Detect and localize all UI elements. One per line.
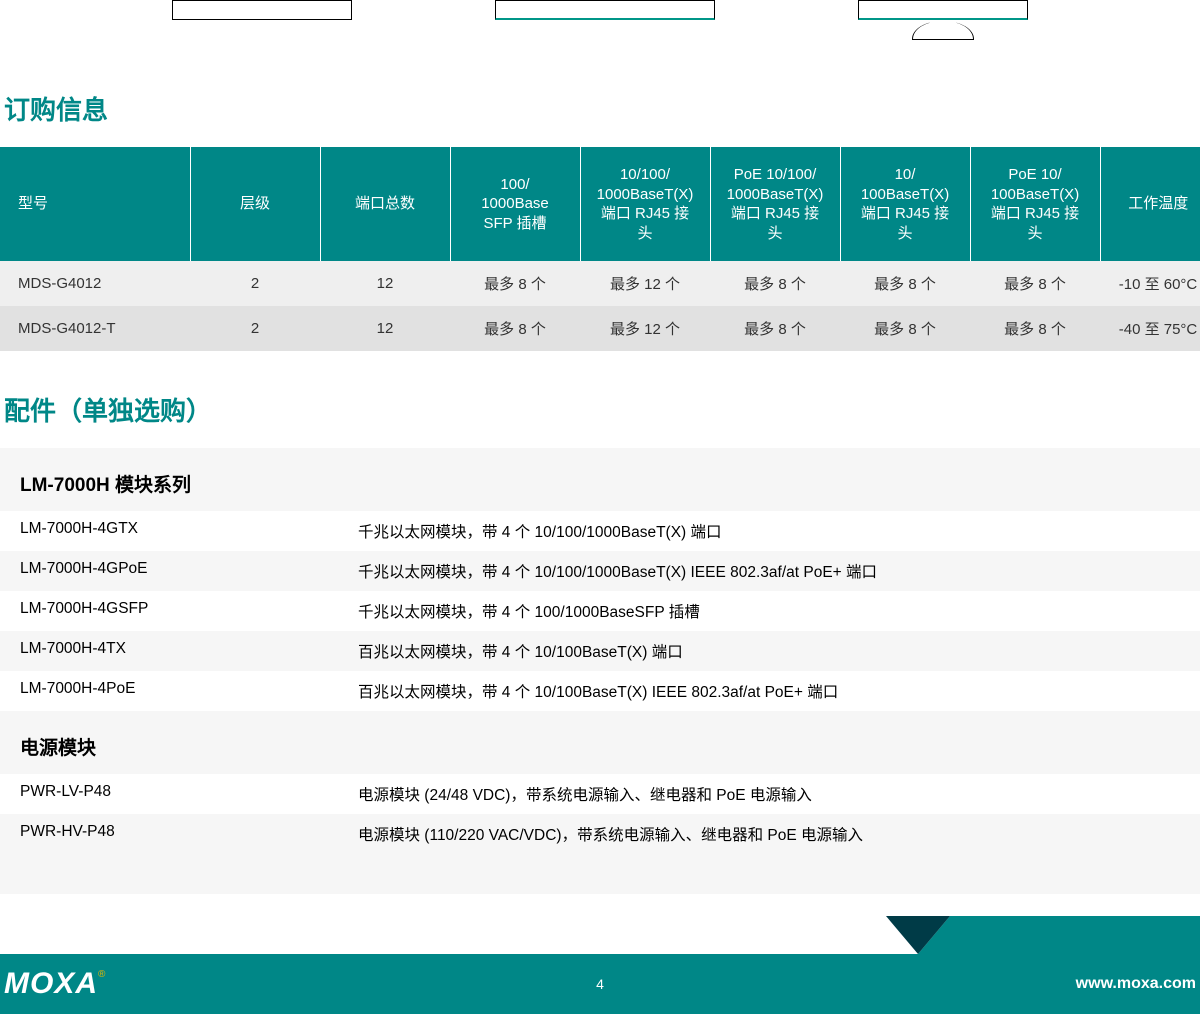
accessory-desc: 电源模块 (110/220 VAC/VDC)，带系统电源输入、继电器和 PoE …	[358, 823, 1200, 845]
cell: 2	[190, 261, 320, 306]
accessory-name: LM-7000H-4TX	[0, 640, 358, 662]
table-row: MDS-G4012-T 2 12 最多 8 个 最多 12 个 最多 8 个 最…	[0, 306, 1200, 351]
cell-temp: -10 至 60°C	[1100, 261, 1200, 306]
accessory-row: LM-7000H-4GPoE 千兆以太网模块，带 4 个 10/100/1000…	[0, 551, 1200, 591]
accessory-name: LM-7000H-4GPoE	[0, 560, 358, 582]
accessory-row: LM-7000H-4GSFP 千兆以太网模块，带 4 个 100/1000Bas…	[0, 591, 1200, 631]
order-table-body: MDS-G4012 2 12 最多 8 个 最多 12 个 最多 8 个 最多 …	[0, 261, 1200, 351]
col-poe-1g: PoE 10/100/1000BaseT(X)端口 RJ45 接头	[710, 147, 840, 261]
col-1g-rj45: 10/100/1000BaseT(X)端口 RJ45 接头	[580, 147, 710, 261]
accessory-desc: 千兆以太网模块，带 4 个 10/100/1000BaseT(X) IEEE 8…	[358, 560, 1200, 582]
diagram-rear	[858, 0, 1028, 20]
accessory-desc: 千兆以太网模块，带 4 个 10/100/1000BaseT(X) 端口	[358, 520, 1200, 542]
footer-triangle-decoration	[886, 916, 950, 954]
cell: 2	[190, 306, 320, 351]
diagram-front	[172, 0, 352, 20]
footer-url: www.moxa.com	[1076, 975, 1196, 993]
page-number: 4	[596, 976, 604, 992]
accessory-desc: 千兆以太网模块，带 4 个 100/1000BaseSFP 插槽	[358, 600, 1200, 622]
col-model: 型号	[0, 147, 190, 261]
power-group-title: 电源模块	[0, 711, 1200, 774]
table-row: MDS-G4012 2 12 最多 8 个 最多 12 个 最多 8 个 最多 …	[0, 261, 1200, 306]
accessories-section: LM-7000H 模块系列 LM-7000H-4GTX 千兆以太网模块，带 4 …	[0, 448, 1200, 894]
cell: 最多 8 个	[710, 261, 840, 306]
accessory-name: LM-7000H-4GSFP	[0, 600, 358, 622]
accessory-name: PWR-HV-P48	[0, 823, 358, 845]
technical-diagrams	[0, 0, 1200, 50]
accessory-row: LM-7000H-4TX 百兆以太网模块，带 4 个 10/100BaseT(X…	[0, 631, 1200, 671]
accessory-name: LM-7000H-4GTX	[0, 520, 358, 542]
cell: 最多 12 个	[580, 261, 710, 306]
module-list: LM-7000H-4GTX 千兆以太网模块，带 4 个 10/100/1000B…	[0, 511, 1200, 711]
registered-mark: ®	[98, 969, 106, 980]
moxa-logo: MOXA®	[0, 967, 106, 1001]
cell-temp: -40 至 75°C	[1100, 306, 1200, 351]
accessory-row: PWR-LV-P48 电源模块 (24/48 VDC)，带系统电源输入、继电器和…	[0, 774, 1200, 814]
accessory-row: LM-7000H-4GTX 千兆以太网模块，带 4 个 10/100/1000B…	[0, 511, 1200, 551]
col-sfp: 100/1000BaseSFP 插槽	[450, 147, 580, 261]
diagram-side	[495, 0, 715, 20]
col-level: 层级	[190, 147, 320, 261]
cell: 12	[320, 261, 450, 306]
accessory-desc: 电源模块 (24/48 VDC)，带系统电源输入、继电器和 PoE 电源输入	[358, 783, 1200, 805]
accessory-desc: 百兆以太网模块，带 4 个 10/100BaseT(X) 端口	[358, 640, 1200, 662]
cell-model: MDS-G4012	[0, 261, 190, 306]
accessory-name: LM-7000H-4PoE	[0, 680, 358, 702]
accessory-row: PWR-HV-P48 电源模块 (110/220 VAC/VDC)，带系统电源输…	[0, 814, 1200, 854]
cell: 最多 12 个	[580, 306, 710, 351]
order-info-heading: 订购信息	[4, 90, 1200, 127]
accessories-heading: 配件（单独选购）	[4, 391, 1200, 428]
cell: 最多 8 个	[840, 306, 970, 351]
power-list: PWR-LV-P48 电源模块 (24/48 VDC)，带系统电源输入、继电器和…	[0, 774, 1200, 854]
cell: 最多 8 个	[450, 306, 580, 351]
col-temp: 工作温度	[1100, 147, 1200, 261]
page-footer: MOXA® 4 www.moxa.com	[0, 954, 1200, 1014]
col-100m: 10/100BaseT(X)端口 RJ45 接头	[840, 147, 970, 261]
cell-model: MDS-G4012-T	[0, 306, 190, 351]
cell: 最多 8 个	[970, 261, 1100, 306]
accessory-row: LM-7000H-4PoE 百兆以太网模块，带 4 个 10/100BaseT(…	[0, 671, 1200, 711]
accessory-name: PWR-LV-P48	[0, 783, 358, 805]
module-group-title: LM-7000H 模块系列	[0, 448, 1200, 511]
cell: 最多 8 个	[840, 261, 970, 306]
logo-text: MOXA	[4, 967, 98, 1000]
col-poe-100m: PoE 10/100BaseT(X)端口 RJ45 接头	[970, 147, 1100, 261]
col-ports: 端口总数	[320, 147, 450, 261]
order-table: 型号 层级 端口总数 100/1000BaseSFP 插槽 10/100/100…	[0, 147, 1200, 351]
cell: 12	[320, 306, 450, 351]
order-table-header: 型号 层级 端口总数 100/1000BaseSFP 插槽 10/100/100…	[0, 147, 1200, 261]
cell: 最多 8 个	[450, 261, 580, 306]
accessory-desc: 百兆以太网模块，带 4 个 10/100BaseT(X) IEEE 802.3a…	[358, 680, 1200, 702]
cell: 最多 8 个	[710, 306, 840, 351]
cell: 最多 8 个	[970, 306, 1100, 351]
